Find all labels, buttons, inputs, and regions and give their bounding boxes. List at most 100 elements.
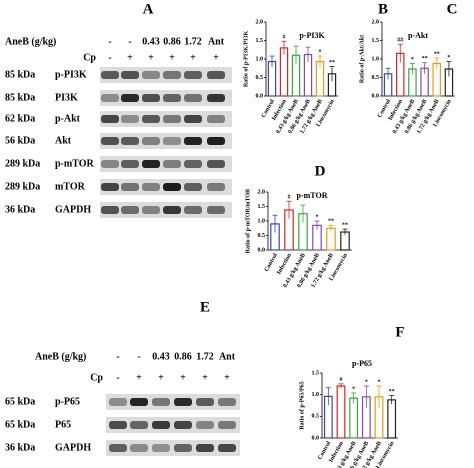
blot-band <box>109 398 127 406</box>
infection-sign: + <box>158 372 164 383</box>
blot-band <box>174 421 192 429</box>
blot-band <box>207 115 225 123</box>
blot-band <box>207 183 225 191</box>
protein-name: P65 <box>55 419 71 430</box>
blot-band <box>152 421 170 429</box>
blot-band <box>184 206 202 214</box>
bar <box>279 47 289 97</box>
infection-sign: + <box>180 372 186 383</box>
y-tick-label: 0.0 <box>258 247 266 253</box>
treatment-label: AneB (g/kg) <box>5 36 56 47</box>
bar <box>349 397 359 439</box>
infection-label: Cp <box>90 372 103 383</box>
chart-title: p-mTOR <box>297 191 328 200</box>
blot-band <box>207 94 225 102</box>
bar <box>326 227 336 251</box>
y-axis-label: Ratio of p-Akt/Akt <box>359 35 365 83</box>
blot-band <box>218 398 236 406</box>
blot-band <box>121 183 139 191</box>
infection-sign: + <box>148 52 154 63</box>
significance-mark: ** <box>422 56 428 62</box>
y-tick-label: 1.0 <box>256 56 264 62</box>
blot-band <box>184 160 202 168</box>
protein-name: p-Akt <box>55 113 81 124</box>
y-tick-label: 0.0 <box>312 435 320 441</box>
blot-band <box>184 71 202 79</box>
y-tick-label: 0.5 <box>256 75 264 81</box>
blot-band <box>163 183 181 191</box>
significance-mark: ** <box>328 219 334 225</box>
band-size: 36 kDa <box>5 442 35 453</box>
y-tick-label: 1.0 <box>372 56 380 62</box>
significance-mark: ** <box>329 60 335 66</box>
significance-mark: # <box>288 195 291 201</box>
band-size: 289 kDa <box>5 181 40 192</box>
band-size: 65 kDa <box>5 419 35 430</box>
blot-band <box>142 71 160 79</box>
blot-band <box>121 160 139 168</box>
y-axis-label: Ratio of p-PI3K/PI3K <box>243 31 249 88</box>
blot-band <box>196 398 214 406</box>
dose-label: Ant <box>219 351 236 362</box>
infection-sign: + <box>224 372 230 383</box>
band-size: 56 kDa <box>5 135 35 146</box>
bar <box>336 385 346 439</box>
band-size: 85 kDa <box>5 69 35 80</box>
y-tick-label: 1.5 <box>256 38 264 44</box>
blot-band <box>130 444 148 452</box>
dose-label: 0.86 <box>174 351 192 362</box>
y-tick-label: 0.5 <box>312 414 320 420</box>
dose-label: - <box>128 36 131 47</box>
infection-label: Cp <box>83 52 96 63</box>
blot-band <box>163 71 181 79</box>
blot-band <box>218 444 236 452</box>
significance-mark: ** <box>434 51 440 57</box>
band-size: 85 kDa <box>5 92 35 103</box>
significance-mark: ** <box>342 222 348 228</box>
blot-band <box>121 137 139 145</box>
infection-sign: + <box>213 52 219 63</box>
panel-label: A <box>143 1 154 17</box>
band-size: 289 kDa <box>5 158 40 169</box>
blot-band <box>184 137 202 145</box>
chart-title: p-P65 <box>352 359 372 368</box>
chart-title: p-PI3K <box>299 31 325 40</box>
protein-name: p-P65 <box>55 396 80 407</box>
y-tick-label: 0.5 <box>258 233 266 239</box>
y-tick-label: 2.0 <box>258 189 266 195</box>
blot-band <box>101 206 119 214</box>
y-tick-label: 0.0 <box>256 93 264 99</box>
infection-sign: - <box>116 372 119 383</box>
dose-label: 0.43 <box>152 351 170 362</box>
treatment-label: AneB (g/kg) <box>35 351 86 362</box>
infection-sign: + <box>169 52 175 63</box>
y-tick-label: 0.0 <box>372 93 380 99</box>
blot-band <box>142 137 160 145</box>
dose-label: - <box>108 36 111 47</box>
infection-sign: + <box>136 372 142 383</box>
bar <box>387 399 397 439</box>
y-tick-label: 1.5 <box>372 38 380 44</box>
panel-label: C <box>447 1 458 17</box>
infection-sign: + <box>190 52 196 63</box>
significance-mark: ## <box>397 38 403 44</box>
blot-band <box>174 398 192 406</box>
significance-mark: ** <box>389 389 395 395</box>
y-tick-label: 1.5 <box>312 370 320 376</box>
blot-band <box>152 398 170 406</box>
significance-mark: # <box>340 377 343 383</box>
panel-label: B <box>378 1 388 17</box>
dose-label: - <box>137 351 140 362</box>
blot-band <box>163 137 181 145</box>
band-size: 65 kDa <box>5 396 35 407</box>
y-axis-label: Ratio of p-mTOR/mTOR <box>245 188 251 253</box>
blot-band <box>101 160 119 168</box>
blot-band <box>109 421 127 429</box>
blot-band <box>163 94 181 102</box>
infection-sign: + <box>127 52 133 63</box>
significance-mark: * <box>316 214 319 220</box>
dose-label: 1.72 <box>196 351 214 362</box>
protein-name: PI3K <box>55 92 78 103</box>
blot-band <box>101 94 119 102</box>
